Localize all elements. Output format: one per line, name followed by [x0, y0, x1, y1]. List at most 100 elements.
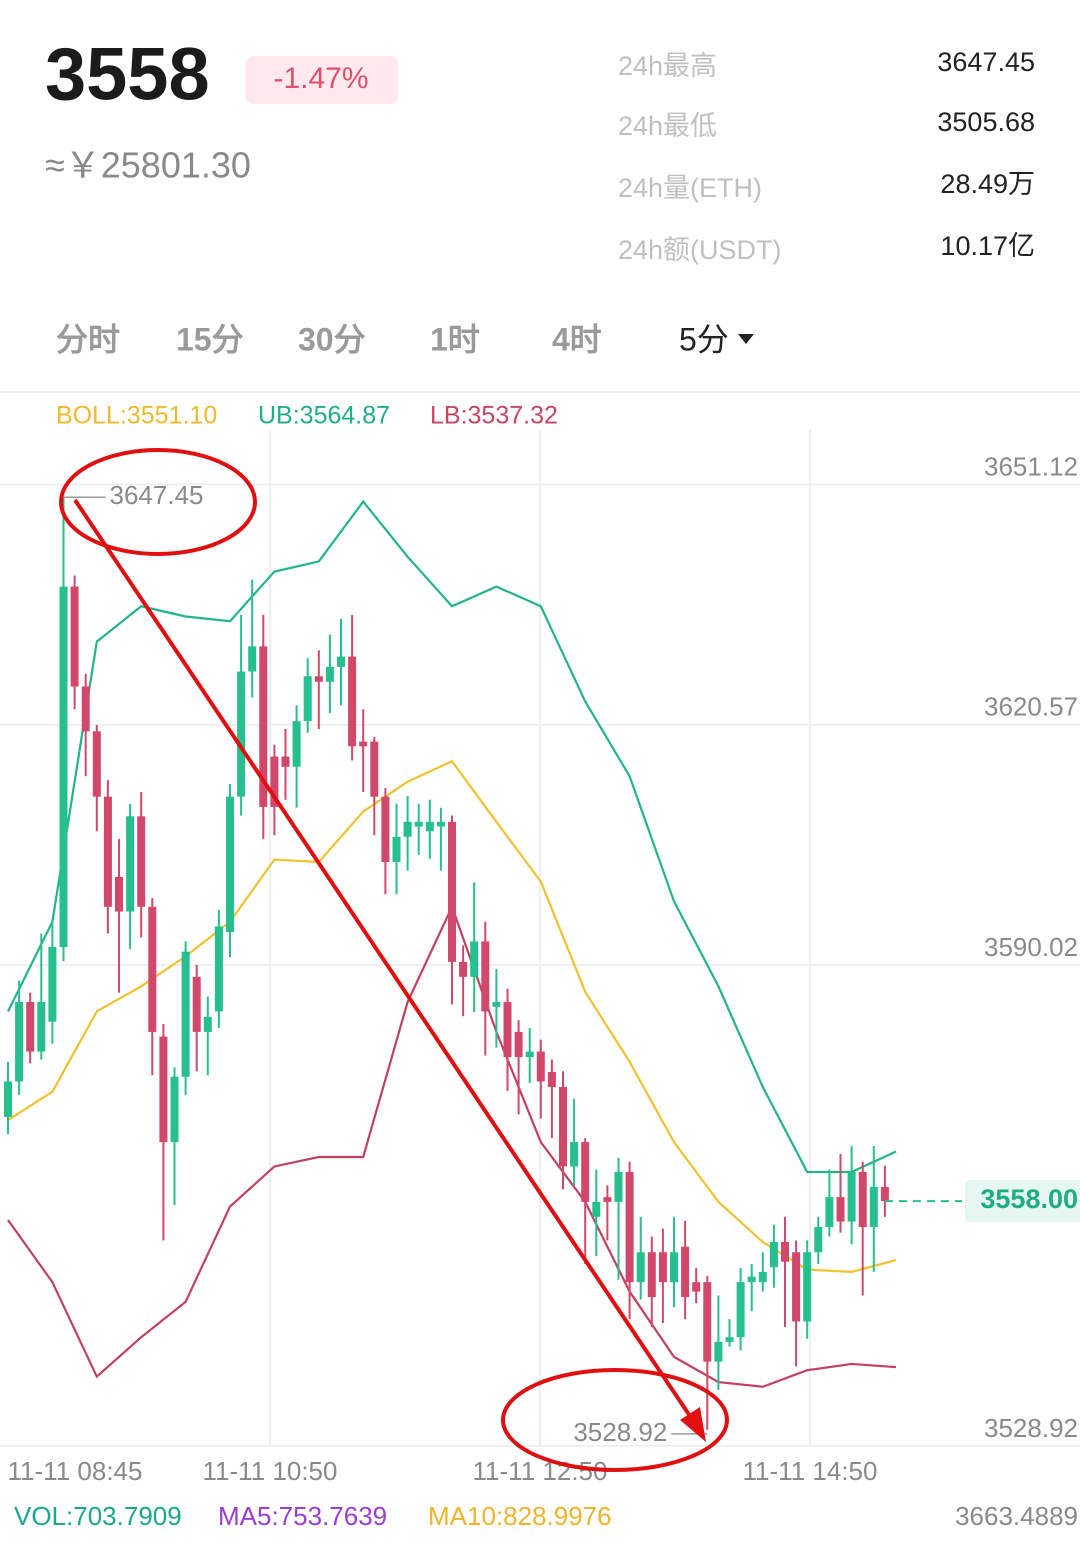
candle-body [59, 586, 68, 947]
stat-label: 24h额(USDT) [618, 235, 782, 265]
candle-body [348, 656, 357, 747]
candle-body [681, 1246, 690, 1298]
vol-max: 3663.4889 [955, 1501, 1078, 1531]
annotation-arrowhead [680, 1407, 706, 1442]
change-pill [245, 56, 398, 104]
y-tick-label: 3590.02 [984, 932, 1078, 962]
tab[interactable]: 15分 [176, 321, 244, 357]
candle-body [481, 941, 490, 1012]
candle-body [470, 941, 479, 977]
stat-value: 3505.68 [937, 107, 1035, 137]
candle-body [625, 1171, 634, 1283]
boll-line [7, 499, 897, 1174]
candle-body [781, 1242, 789, 1262]
candle-body [137, 816, 146, 907]
candle-body [836, 1197, 845, 1222]
candle-body [126, 816, 135, 912]
candle-body [48, 946, 57, 1022]
candle-body [370, 741, 379, 797]
candle-body [403, 821, 412, 837]
candle-body [814, 1227, 823, 1253]
boll-label: BOLL:3551.10 [56, 402, 217, 430]
candle-body [159, 1036, 168, 1143]
tabs: 分时 15分 30分 1时 4时 5分 [56, 321, 729, 357]
stat-value: 28.49万 [940, 169, 1035, 199]
ub-label: UB:3564.87 [258, 402, 390, 430]
current-price-box [965, 1180, 1080, 1223]
annotation-arrow [73, 498, 700, 1430]
candle-body [292, 721, 301, 767]
candle-body [714, 1341, 723, 1362]
y-tick-label: 3620.57 [984, 692, 1078, 722]
tab[interactable]: 1时 [430, 321, 480, 357]
candle-body [303, 676, 312, 722]
candle-body [880, 1186, 889, 1202]
candle-body [37, 1002, 46, 1052]
candle-body [492, 1002, 501, 1007]
candle-body [203, 1016, 212, 1032]
candle-body [214, 926, 223, 1012]
dropdown-arrow [738, 334, 754, 344]
candle-body [314, 676, 323, 682]
candle-body [869, 1186, 878, 1228]
tab[interactable]: 30分 [298, 321, 366, 357]
candle-body [325, 666, 334, 682]
tab[interactable]: 分时 [56, 321, 120, 357]
candle-body [803, 1252, 812, 1322]
ma5-label: MA5:753.7639 [218, 1501, 387, 1531]
candle-body [26, 1002, 35, 1052]
stats: 24h最高 3647.45 24h最低 3505.68 24h量(ETH) 28.49万 2… [618, 47, 1035, 265]
candle-body [647, 1252, 656, 1298]
candle-body [559, 1086, 567, 1167]
candle-body [792, 1252, 801, 1322]
candle-body [414, 821, 423, 827]
candle-body [81, 686, 90, 732]
x-tick-label: 11-11 10:50 [203, 1456, 338, 1486]
candle-body [603, 1197, 612, 1202]
lb-label: LB:3537.32 [430, 402, 558, 430]
candle-body [392, 836, 401, 862]
candle-body [237, 671, 246, 797]
candle-body [758, 1271, 767, 1283]
stat-label: 24h最低 [618, 111, 717, 141]
candle-body [359, 741, 368, 747]
chart: 3651.12 3620.57 3590.02 3528.92 11-11 08:45 1… [0, 430, 1080, 1486]
candle-body [70, 586, 79, 687]
candle-body [747, 1276, 756, 1283]
candle-body [658, 1252, 667, 1283]
vol-label: VOL:703.7909 [14, 1501, 182, 1531]
candle-body [547, 1072, 556, 1087]
candle-body [736, 1282, 745, 1338]
candle-body [192, 976, 201, 1032]
low-label: 3528.92 [573, 1417, 667, 1447]
candle-body [636, 1252, 645, 1283]
candle-body [847, 1171, 856, 1222]
candle-body [503, 1002, 512, 1058]
high-label: 3647.45 [110, 480, 204, 510]
candle-body [4, 1081, 12, 1117]
stat-label: 24h最高 [618, 51, 717, 81]
candle-body [148, 906, 157, 1032]
candle-body [670, 1252, 678, 1283]
candle-body [103, 796, 112, 907]
x-tick-label: 11-11 12:50 [473, 1456, 608, 1486]
candle-body [281, 756, 290, 767]
tab[interactable]: 5分 [679, 321, 729, 357]
x-tick-label: 11-11 14:50 [743, 1456, 878, 1486]
candle-body [436, 821, 445, 827]
candle-body [592, 1201, 601, 1217]
cny-price: ≈￥25801.30 [45, 145, 251, 186]
tab[interactable]: 4时 [552, 321, 602, 357]
candle-body [614, 1171, 623, 1202]
candle-body [692, 1282, 701, 1292]
candle-body [115, 876, 123, 912]
price: 3558 [45, 33, 210, 116]
candle-body [725, 1337, 734, 1342]
candle-body [425, 821, 434, 832]
candle-body [514, 1031, 523, 1058]
current-price-label: 3558.00 [980, 1184, 1078, 1214]
stat-label: 24h量(ETH) [618, 173, 762, 203]
candle-body [259, 646, 268, 807]
